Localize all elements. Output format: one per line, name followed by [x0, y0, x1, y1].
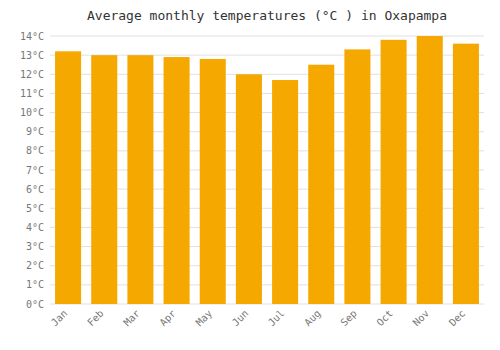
chart: Average monthly temperatures (°C ) in Ox… [0, 0, 500, 350]
bar [344, 49, 370, 304]
chart-container: Average monthly temperatures (°C ) in Ox… [0, 0, 500, 350]
x-tick-label: Feb [85, 308, 106, 329]
bar [200, 59, 226, 304]
bar [91, 55, 117, 304]
x-tick-label: Sep [338, 308, 359, 329]
x-tick-label: Jan [49, 308, 70, 329]
y-tick-label: 0°C [26, 299, 44, 310]
y-tick-label: 13°C [20, 50, 44, 61]
x-tick-label: Dec [447, 308, 468, 329]
y-tick-label: 14°C [20, 31, 44, 42]
y-tick-label: 6°C [26, 184, 44, 195]
x-axis: Jan Feb Mar Apr May Jun Jul Aug Sep Oct Nov Dec [49, 308, 467, 329]
y-tick-label: 1°C [26, 279, 44, 290]
bar [381, 40, 407, 304]
y-tick-label: 10°C [20, 107, 44, 118]
bar [272, 80, 298, 304]
y-tick-label: 8°C [26, 145, 44, 156]
y-tick-label: 5°C [26, 203, 44, 214]
x-tick-label: Jul [266, 308, 287, 329]
x-tick-label: May [194, 308, 215, 329]
x-tick-label: Aug [302, 308, 323, 329]
bar [417, 36, 443, 304]
y-tick-label: 3°C [26, 241, 44, 252]
bar [127, 55, 153, 304]
bar [308, 65, 334, 304]
bar [453, 44, 479, 304]
y-tick-label: 7°C [26, 165, 44, 176]
y-tick-label: 12°C [20, 69, 44, 80]
x-tick-label: Oct [374, 308, 395, 329]
y-tick-label: 2°C [26, 260, 44, 271]
bar [164, 57, 190, 304]
x-tick-label: Jun [230, 308, 251, 329]
bar [55, 51, 81, 304]
y-axis: 0°C 1°C 2°C 3°C 4°C 5°C 6°C 7°C 8°C 9°C 10°C 11°C 12… [20, 31, 44, 310]
y-tick-label: 4°C [26, 222, 44, 233]
y-tick-label: 11°C [20, 88, 44, 99]
x-tick-label: Mar [121, 308, 142, 329]
title: Average monthly temperatures (°C ) in Ox… [87, 8, 447, 23]
grid [50, 36, 484, 304]
bars [55, 36, 479, 304]
bar [236, 74, 262, 304]
x-tick-label: Nov [411, 308, 432, 329]
y-tick-label: 9°C [26, 126, 44, 137]
x-tick-label: Apr [157, 308, 178, 329]
